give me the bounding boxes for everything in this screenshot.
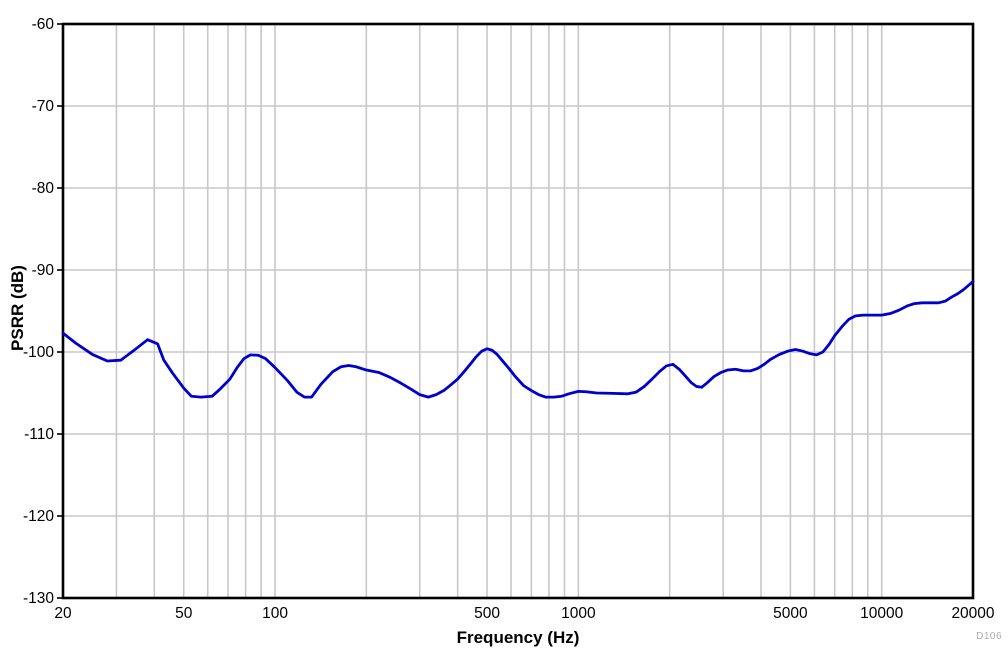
y-tick-label: -120 [23, 508, 54, 525]
figure-id-label: D106 [976, 631, 1002, 642]
x-tick-label: 20000 [951, 605, 994, 622]
y-axis-title: PSRR (dB) [8, 265, 27, 351]
x-tick-label: 100 [262, 605, 288, 622]
plot-frame [61, 22, 975, 600]
x-tick-label: 10000 [860, 605, 903, 622]
y-tick-label: -100 [23, 344, 54, 361]
x-tick-label: 50 [175, 605, 193, 622]
x-tick-label: 500 [474, 605, 500, 622]
x-tick-label: 20 [54, 605, 72, 622]
y-tick-label: -70 [32, 98, 55, 115]
x-tick-label: 5000 [773, 605, 808, 622]
y-tick-label: -60 [32, 16, 55, 33]
x-tick-label: 1000 [561, 605, 596, 622]
y-tick-label: -130 [23, 590, 54, 607]
y-tick-label: -110 [24, 426, 54, 443]
x-axis-title: Frequency (Hz) [456, 628, 580, 647]
y-tick-label: -90 [32, 262, 55, 279]
psrr-curve [61, 280, 975, 399]
y-tick-label: -80 [32, 180, 55, 197]
